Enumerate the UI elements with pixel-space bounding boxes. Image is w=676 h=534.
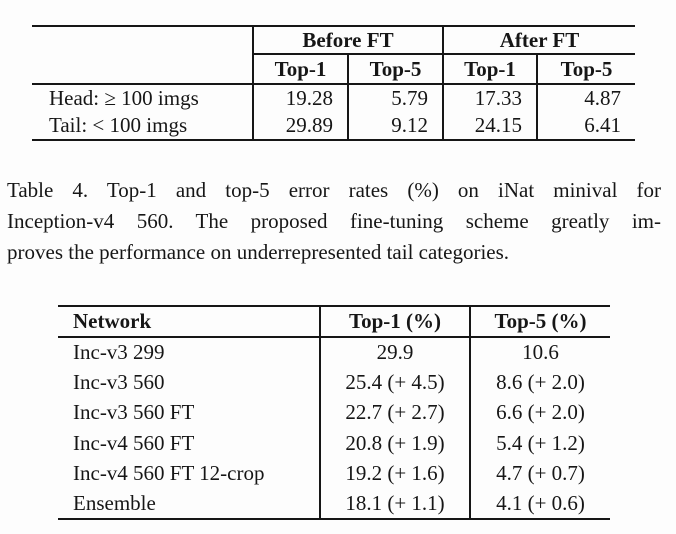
network-name-cell: Inc-v3 560 FT <box>73 400 195 425</box>
table-cell: 29.89 <box>252 112 348 140</box>
column-header-top1-before: Top-1 <box>252 54 348 85</box>
table-subheader-row: Top-1 Top-5 Top-1 Top-5 <box>32 54 636 85</box>
network-name-cell: Inc-v4 560 FT 12-crop <box>73 460 265 485</box>
network-name-cell: Ensemble <box>73 490 156 515</box>
table-row: Ensemble 18.1 (+ 1.1) 4.1 (+ 0.6) <box>58 488 610 519</box>
table-cell: 19.2 (+ 1.6) <box>319 458 470 489</box>
table-cell: 8.6 (+ 2.0) <box>469 367 610 398</box>
table-header-row: Network Top-1 (%) Top-5 (%) <box>58 306 610 338</box>
column-header-top1-pct: Top-1 (%) <box>319 306 470 338</box>
table-cell: 4.1 (+ 0.6) <box>469 488 610 519</box>
caption-line: proves the performance on underrepresent… <box>7 240 510 264</box>
table-cell: 24.15 <box>442 112 538 140</box>
network-name-cell: Inc-v4 560 FT <box>73 430 195 455</box>
table-cell: 6.41 <box>536 112 636 140</box>
network-name-cell: Inc-v3 299 <box>73 340 165 365</box>
row-label-head: Head: ≥ 100 imgs <box>49 86 199 110</box>
table-row: Inc-v3 299 29.9 10.6 <box>58 337 610 368</box>
empty-corner-cell <box>32 26 253 54</box>
table-cell: 25.4 (+ 4.5) <box>319 367 470 398</box>
network-comparison-table: Network Top-1 (%) Top-5 (%) Inc-v3 299 2… <box>58 305 610 520</box>
table-cell: 4.7 (+ 0.7) <box>469 458 610 489</box>
column-header-top5-pct: Top-5 (%) <box>469 306 610 338</box>
caption-line: Inception-v4 560. The proposed fine-tuni… <box>7 209 661 233</box>
table-row: Inc-v3 560 25.4 (+ 4.5) 8.6 (+ 2.0) <box>58 367 610 398</box>
network-name-cell: Inc-v3 560 <box>73 369 165 394</box>
empty-corner-cell <box>32 54 253 85</box>
table-row: Inc-v3 560 FT 22.7 (+ 2.7) 6.6 (+ 2.0) <box>58 397 610 428</box>
column-header-top5-before: Top-5 <box>346 54 444 85</box>
table-row: Inc-v4 560 FT 20.8 (+ 1.9) 5.4 (+ 1.2) <box>58 427 610 459</box>
group-header-before-ft: Before FT <box>251 26 444 55</box>
table-cell: 29.9 <box>319 337 470 368</box>
column-header-top1-after: Top-1 <box>442 54 538 85</box>
table-group-header-row: Before FT After FT <box>32 26 636 55</box>
table-cell: 17.33 <box>442 84 538 112</box>
table-cell: 4.87 <box>536 84 636 112</box>
table-cell: 5.4 (+ 1.2) <box>469 427 610 459</box>
table-cell: 6.6 (+ 2.0) <box>469 397 610 428</box>
column-header-top5-after: Top-5 <box>536 54 636 85</box>
table-cell: 20.8 (+ 1.9) <box>319 427 470 459</box>
head-tail-error-table: Before FT After FT Top-1 Top-5 Top-1 Top… <box>32 25 636 141</box>
table-row-tail: Tail: < 100 imgs 29.89 9.12 24.15 6.41 <box>32 112 636 140</box>
table-cell: 9.12 <box>346 112 444 140</box>
table-cell: 10.6 <box>469 337 610 368</box>
caption-line: Table 4. Top-1 and top-5 error rates (%)… <box>7 178 661 202</box>
table-row: Inc-v4 560 FT 12-crop 19.2 (+ 1.6) 4.7 (… <box>58 458 610 489</box>
table-cell: 5.79 <box>346 84 444 112</box>
table-cell: 22.7 (+ 2.7) <box>319 397 470 428</box>
group-header-after-ft: After FT <box>442 26 636 55</box>
table-cell: 18.1 (+ 1.1) <box>319 488 470 519</box>
row-label-tail: Tail: < 100 imgs <box>49 113 188 137</box>
table-cell: 19.28 <box>252 84 348 112</box>
table-row-head: Head: ≥ 100 imgs 19.28 5.79 17.33 4.87 <box>32 84 636 112</box>
column-header-network: Network <box>58 306 320 338</box>
table-caption: Table 4. Top-1 and top-5 error rates (%)… <box>7 175 661 268</box>
